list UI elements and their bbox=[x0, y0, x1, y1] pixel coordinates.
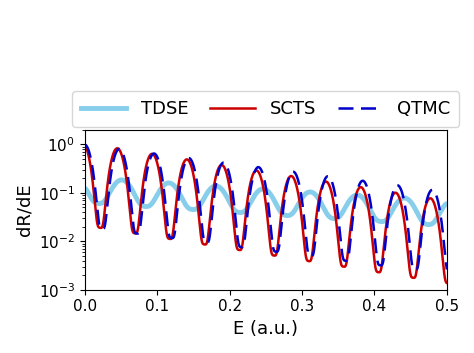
TDSE bbox=[213, 184, 219, 188]
QTMC bbox=[100, 227, 106, 231]
QTMC bbox=[350, 213, 356, 217]
QTMC bbox=[296, 182, 302, 186]
Y-axis label: dR/dE: dR/dE bbox=[15, 184, 33, 236]
SCTS bbox=[100, 223, 106, 227]
SCTS bbox=[312, 228, 318, 232]
X-axis label: E (a.u.): E (a.u.) bbox=[233, 320, 298, 338]
TDSE bbox=[100, 200, 106, 204]
SCTS bbox=[213, 175, 219, 179]
Legend: TDSE, SCTS, QTMC: TDSE, SCTS, QTMC bbox=[72, 91, 459, 127]
SCTS bbox=[370, 240, 375, 244]
TDSE bbox=[350, 194, 356, 198]
SCTS bbox=[350, 205, 356, 210]
SCTS bbox=[296, 196, 302, 201]
QTMC bbox=[370, 215, 375, 220]
QTMC bbox=[213, 183, 219, 187]
SCTS bbox=[444, 281, 450, 285]
QTMC bbox=[413, 268, 419, 272]
TDSE bbox=[82, 186, 88, 190]
QTMC bbox=[444, 267, 450, 271]
Line: TDSE: TDSE bbox=[85, 180, 447, 225]
TDSE bbox=[312, 192, 318, 196]
TDSE bbox=[296, 201, 302, 205]
Line: QTMC: QTMC bbox=[85, 144, 447, 270]
TDSE bbox=[119, 178, 125, 182]
TDSE bbox=[370, 212, 375, 216]
TDSE bbox=[444, 202, 450, 206]
QTMC bbox=[82, 142, 88, 146]
Line: SCTS: SCTS bbox=[85, 144, 447, 283]
QTMC bbox=[312, 242, 318, 246]
TDSE bbox=[426, 222, 432, 227]
SCTS bbox=[82, 142, 88, 146]
